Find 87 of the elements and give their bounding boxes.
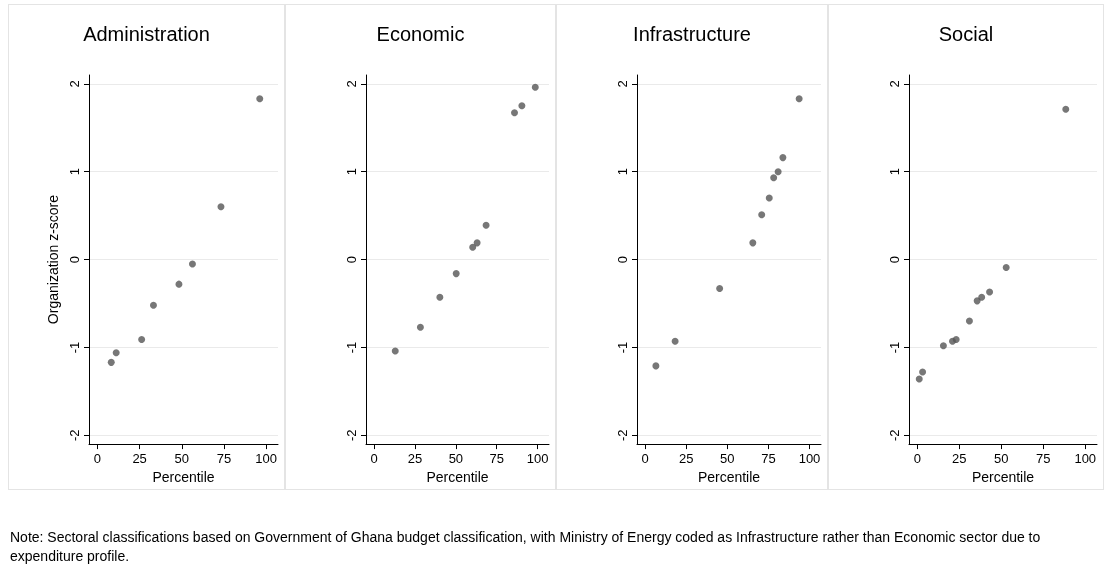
point	[1002, 263, 1010, 271]
point	[473, 239, 481, 247]
y-tick-label: 0	[615, 255, 630, 264]
point	[138, 336, 146, 344]
point	[779, 154, 787, 162]
point	[986, 288, 994, 296]
chart-title: Administration	[83, 23, 210, 45]
point	[758, 211, 766, 219]
x-axis-title: Percentile	[971, 469, 1035, 485]
x-tick-label: 100	[1074, 451, 1097, 467]
point	[511, 109, 519, 117]
y-tick-label: 0	[67, 255, 82, 264]
y-axis-title: Organization z-score	[45, 194, 62, 325]
x-tick-label: 75	[1036, 451, 1051, 467]
point	[469, 243, 477, 251]
x-tick-label: 25	[132, 451, 147, 467]
point	[919, 368, 927, 376]
point	[765, 194, 773, 202]
x-tick-label: 50	[994, 451, 1009, 467]
point	[436, 293, 444, 301]
point	[978, 293, 986, 301]
point	[149, 301, 157, 309]
y-tick-label: -2	[615, 429, 630, 442]
x-tick-label: 75	[489, 451, 504, 467]
point	[256, 95, 264, 103]
x-tick-label: 0	[370, 451, 378, 467]
point	[175, 280, 183, 288]
point	[795, 95, 803, 103]
point	[774, 168, 782, 176]
y-tick-label: 1	[887, 168, 902, 176]
x-tick-label: 0	[641, 451, 649, 467]
point	[952, 336, 960, 344]
y-tick-label: 2	[615, 80, 630, 88]
x-tick-label: 25	[407, 451, 423, 467]
point	[939, 342, 947, 350]
x-tick-label: 25	[679, 451, 694, 467]
y-tick-label: -1	[887, 341, 902, 354]
point	[482, 221, 490, 229]
y-tick-label: 2	[887, 80, 902, 88]
point	[1062, 105, 1070, 113]
point	[107, 358, 115, 366]
x-tick-label: 75	[216, 451, 232, 467]
y-tick-label: -2	[67, 429, 82, 442]
x-axis-title: Percentile	[697, 469, 761, 485]
y-tick-label: -2	[344, 429, 359, 442]
y-tick-label: 0	[344, 255, 359, 264]
point	[965, 317, 973, 325]
x-axis-title: Percentile	[152, 469, 215, 485]
x-tick-label: 100	[255, 451, 278, 467]
x-tick-label: 25	[952, 451, 967, 467]
y-tick-label: -2	[887, 429, 902, 442]
point	[112, 349, 120, 357]
y-tick-label: -1	[67, 341, 82, 354]
point	[770, 174, 778, 182]
text: Note: Sectoral classifications based on Government of Ghana budget classification, with Ministry of Energy coded as Infrastructure rather than Economic sector due to expenditure profile.	[10, 528, 1042, 566]
point	[531, 83, 539, 91]
point	[416, 323, 424, 331]
x-tick-label: 0	[913, 451, 922, 467]
point	[716, 285, 724, 293]
point	[652, 362, 660, 370]
chart-title: Economic	[376, 23, 465, 45]
y-tick-label: 0	[887, 255, 902, 264]
y-tick-label: 1	[344, 168, 359, 176]
point	[749, 239, 757, 247]
point	[391, 347, 399, 355]
y-tick-label: -1	[344, 341, 359, 354]
point	[217, 203, 225, 211]
point	[188, 260, 196, 268]
y-tick-label: 1	[615, 168, 630, 176]
x-axis-title: Percentile	[426, 469, 489, 485]
chart-title: Infrastructure	[633, 23, 751, 45]
point	[671, 337, 679, 345]
x-tick-label: 50	[448, 451, 464, 467]
x-tick-label: 100	[526, 451, 549, 467]
x-tick-label: 50	[174, 451, 190, 467]
x-tick-label: 100	[798, 451, 821, 467]
x-tick-label: 0	[93, 451, 102, 467]
y-tick-label: 2	[344, 80, 359, 88]
point	[518, 102, 526, 110]
point	[915, 375, 923, 383]
point	[452, 270, 460, 278]
y-tick-label: -1	[615, 341, 630, 354]
y-tick-label: 2	[67, 80, 82, 88]
y-tick-label: 1	[67, 168, 82, 176]
chart-title: Social	[938, 23, 994, 45]
x-tick-label: 75	[761, 451, 776, 467]
x-tick-label: 50	[720, 451, 735, 467]
